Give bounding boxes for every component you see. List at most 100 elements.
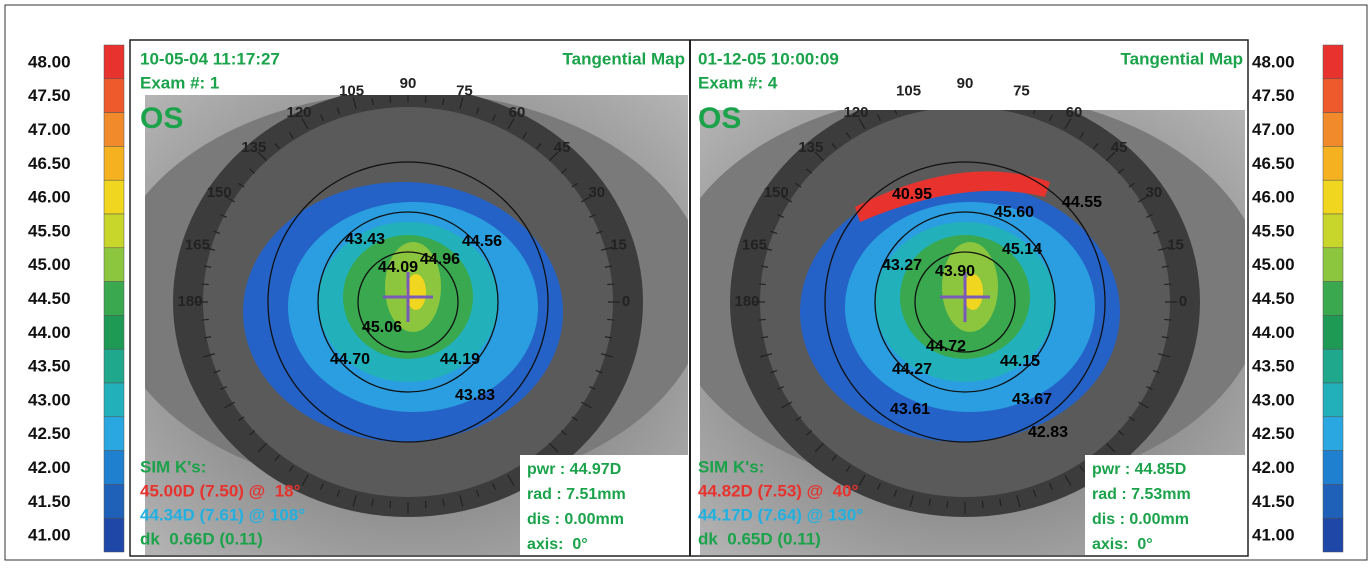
scale-label: 42.50 (28, 424, 71, 443)
angle-label: 90 (957, 75, 974, 92)
scale-swatch (104, 484, 124, 518)
map-value: 43.61 (890, 401, 930, 418)
angle-tick (607, 319, 614, 320)
scale-label: 41.00 (28, 526, 71, 545)
sim-k-line: dk 0.66D (0.11) (140, 529, 263, 548)
scale-label: 45.50 (28, 221, 71, 240)
scale-label: 44.50 (1252, 289, 1295, 308)
scale-label: 45.50 (1252, 221, 1295, 240)
map-value: 44.96 (420, 251, 460, 268)
eye-side: OS (140, 102, 183, 135)
angle-label: 60 (509, 104, 526, 121)
angle-tick (425, 501, 426, 508)
angle-label: 165 (742, 237, 767, 254)
info-line: pwr : 44.97D (527, 461, 621, 478)
angle-label: 90 (400, 75, 417, 92)
info-line: dis : 0.00mm (1092, 511, 1189, 528)
angle-tick (947, 501, 948, 508)
info-line: pwr : 44.85D (1092, 461, 1186, 478)
scale-swatch (1323, 282, 1343, 316)
sim-k-line: 44.17D (7.64) @ 130° (698, 505, 863, 524)
angle-label: 180 (177, 293, 202, 310)
scale-swatch (1323, 315, 1343, 349)
map-value: 45.60 (994, 204, 1034, 221)
info-line: rad : 7.53mm (1092, 486, 1191, 503)
map-value: 45.06 (362, 319, 402, 336)
scale-swatch (1323, 383, 1343, 417)
scale-label: 46.00 (28, 188, 71, 207)
info-line: rad : 7.51mm (527, 486, 626, 503)
angle-label: 30 (588, 184, 605, 201)
scale-swatch (104, 518, 124, 552)
map-value: 44.27 (892, 361, 932, 378)
scale-label: 48.00 (28, 52, 71, 71)
map-value: 43.43 (345, 231, 385, 248)
angle-label: 60 (1066, 104, 1083, 121)
scale-label: 45.00 (28, 255, 71, 274)
scale-label: 47.00 (28, 120, 71, 139)
scale-swatch (104, 383, 124, 417)
scale-label: 42.00 (28, 458, 71, 477)
map-value: 40.95 (892, 186, 932, 203)
scale-swatch (104, 315, 124, 349)
scale-swatch (1323, 113, 1343, 147)
sim-k-line: 44.34D (7.61) @ 108° (140, 505, 305, 524)
sim-k-title: SIM K's: (140, 457, 206, 476)
scale-label: 41.50 (1252, 492, 1295, 511)
scale-label: 47.50 (28, 86, 71, 105)
angle-label: 0 (622, 293, 630, 310)
sim-k-line: dk 0.65D (0.11) (698, 529, 821, 548)
angle-label: 120 (843, 104, 868, 121)
angle-tick (759, 319, 766, 320)
scale-swatch (1323, 451, 1343, 485)
scale-label: 46.50 (28, 154, 71, 173)
info-line: axis: 0° (527, 536, 588, 553)
scale-label: 43.00 (28, 390, 71, 409)
angle-label: 75 (456, 82, 473, 99)
scale-swatch (104, 282, 124, 316)
sim-k-line: 45.00D (7.50) @ 18° (140, 481, 301, 500)
info-line: axis: 0° (1092, 536, 1153, 553)
angle-label: 45 (554, 139, 571, 156)
map-type: Tangential Map (1121, 49, 1243, 68)
scale-label: 45.00 (1252, 255, 1295, 274)
angle-label: 75 (1013, 82, 1030, 99)
map-value: 43.90 (935, 263, 975, 280)
angle-label: 135 (241, 139, 266, 156)
exam-date: 01-12-05 10:00:09 (698, 49, 839, 68)
scale-swatch (1323, 518, 1343, 552)
angle-tick (759, 284, 766, 285)
map-value: 44.56 (462, 233, 502, 250)
angle-label: 150 (207, 184, 232, 201)
scale-swatch (104, 248, 124, 282)
angle-label: 105 (896, 82, 921, 99)
scale-swatch (1323, 248, 1343, 282)
scale-label: 44.50 (28, 289, 71, 308)
scale-label: 46.00 (1252, 188, 1295, 207)
map-type: Tangential Map (563, 49, 685, 68)
scale-label: 47.00 (1252, 120, 1295, 139)
angle-label: 30 (1145, 184, 1162, 201)
exam-date: 10-05-04 11:17:27 (140, 49, 280, 68)
angle-tick (1164, 319, 1171, 320)
map-value: 44.19 (440, 351, 480, 368)
scale-swatch (1323, 45, 1343, 79)
angle-label: 135 (798, 139, 823, 156)
angle-label: 165 (185, 237, 210, 254)
scale-swatch (104, 349, 124, 383)
angle-label: 45 (1111, 139, 1128, 156)
scale-swatch (104, 146, 124, 180)
angle-tick (202, 284, 209, 285)
scale-label: 44.00 (28, 323, 71, 342)
eye-side: OS (698, 102, 741, 135)
angle-label: 120 (286, 104, 311, 121)
angle-label: 15 (1167, 237, 1184, 254)
scale-swatch (104, 79, 124, 113)
angle-tick (202, 319, 209, 320)
topography-screen: 48.00 47.50 47.00 46.50 46.00 45.50 45.00 44.50… (0, 0, 1372, 566)
scale-label: 41.00 (1252, 526, 1295, 545)
exam-number: Exam #: 4 (698, 73, 778, 92)
scale-label: 42.00 (1252, 458, 1295, 477)
map-value: 45.14 (1002, 241, 1042, 258)
scale-swatch (104, 417, 124, 451)
